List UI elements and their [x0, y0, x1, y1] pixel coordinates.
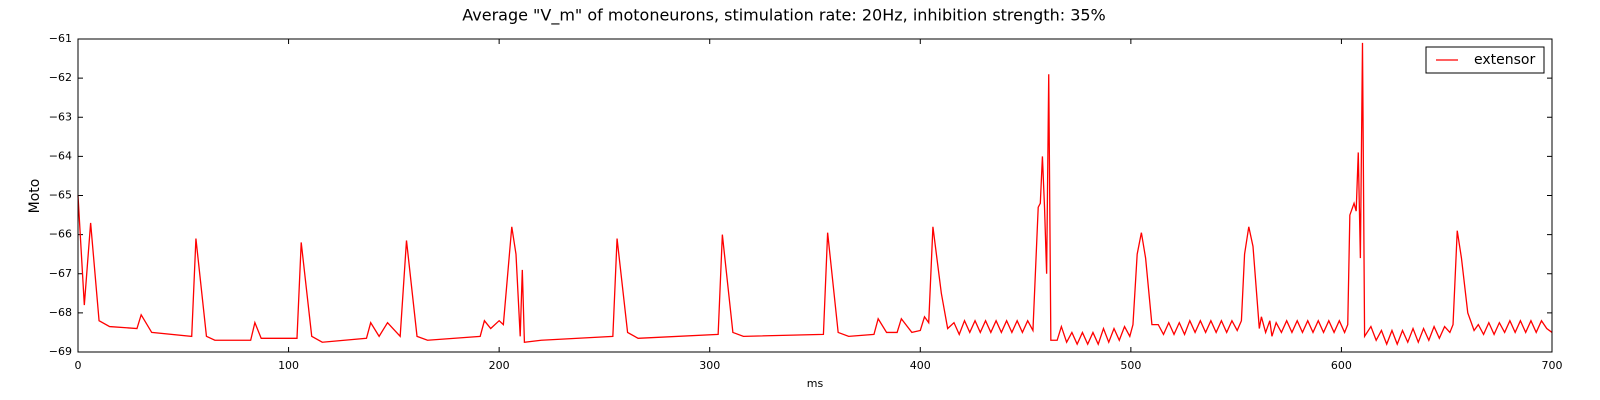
- x-tick-label: 200: [489, 359, 510, 372]
- y-tick-label: −64: [49, 149, 72, 162]
- data-line: [77, 42, 1553, 346]
- x-tick-label: 600: [1331, 359, 1352, 372]
- x-tick-label: 100: [278, 359, 299, 372]
- y-tick-label: −63: [49, 110, 72, 123]
- x-tick-label: 700: [1542, 359, 1563, 372]
- x-axis-label: ms: [807, 377, 824, 390]
- y-tick-label: −68: [49, 306, 72, 319]
- plot-frame: [77, 38, 1553, 353]
- y-axis-label: Moto: [27, 179, 43, 214]
- chart-title: Average "V_m" of motoneurons, stimulatio…: [462, 6, 1106, 26]
- y-tick-label: −62: [49, 71, 72, 84]
- x-tick-label: 0: [75, 359, 82, 372]
- x-tick-label: 400: [910, 359, 931, 372]
- y-tick-label: −61: [49, 32, 72, 45]
- y-tick-label: −69: [49, 345, 72, 358]
- y-tick-label: −66: [49, 228, 72, 241]
- y-tick-label: −65: [49, 189, 72, 202]
- x-tick-label: 500: [1120, 359, 1141, 372]
- x-tick-label: 300: [699, 359, 720, 372]
- y-tick-label: −67: [49, 267, 72, 280]
- legend-label: extensor: [1474, 52, 1535, 68]
- legend-box: [1425, 46, 1545, 74]
